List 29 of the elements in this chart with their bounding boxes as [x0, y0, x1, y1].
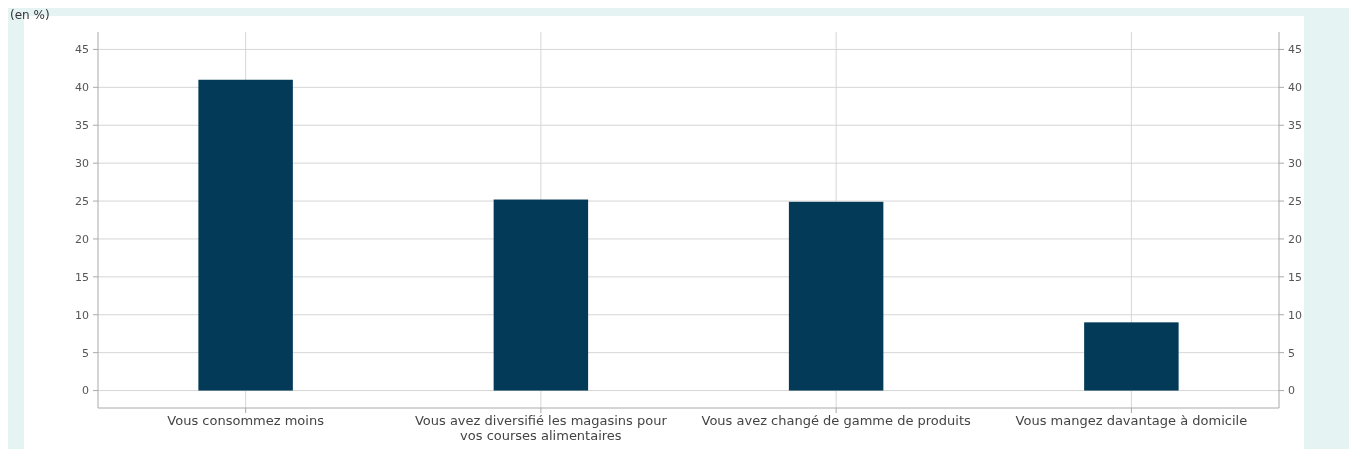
y-tick-label: 10 — [75, 308, 89, 322]
y2-tick-label: 40 — [1288, 81, 1302, 95]
y-tick-label: 40 — [75, 81, 89, 95]
y-tick-label: 45 — [75, 43, 89, 57]
x-tick-label: Vous consommez moins — [167, 413, 325, 428]
y-axis-title: (en %) — [10, 8, 50, 22]
x-tick-label: Vous avez changé de gamme de produits — [701, 413, 971, 428]
y2-tick-label: 0 — [1288, 384, 1295, 398]
bar — [198, 79, 293, 391]
y-tick-label: 30 — [75, 157, 89, 170]
bar — [1084, 322, 1179, 391]
y2-tick-label: 10 — [1288, 308, 1302, 322]
x-tick-label: Vous mangez davantage à domicile — [1015, 413, 1248, 428]
y-tick-label: 0 — [82, 384, 89, 398]
y2-tick-label: 30 — [1288, 157, 1302, 170]
y-tick-label: 20 — [75, 232, 89, 246]
y-tick-label: 5 — [82, 346, 89, 360]
y-tick-label: 25 — [75, 194, 89, 208]
y-tick-label: 15 — [75, 270, 89, 284]
y2-tick-label: 15 — [1288, 270, 1302, 284]
y-tick-label: 35 — [75, 119, 89, 133]
y2-tick-label: 5 — [1288, 346, 1295, 360]
x-tick-label: Vous avez diversifié les magasins pour vos courses alimentaires — [414, 413, 668, 443]
y2-tick-label: 45 — [1288, 43, 1302, 57]
bar — [493, 199, 589, 391]
bar — [788, 201, 884, 391]
y2-tick-label: 20 — [1288, 232, 1302, 246]
y2-tick-label: 25 — [1288, 194, 1302, 208]
y2-tick-label: 35 — [1288, 119, 1302, 133]
